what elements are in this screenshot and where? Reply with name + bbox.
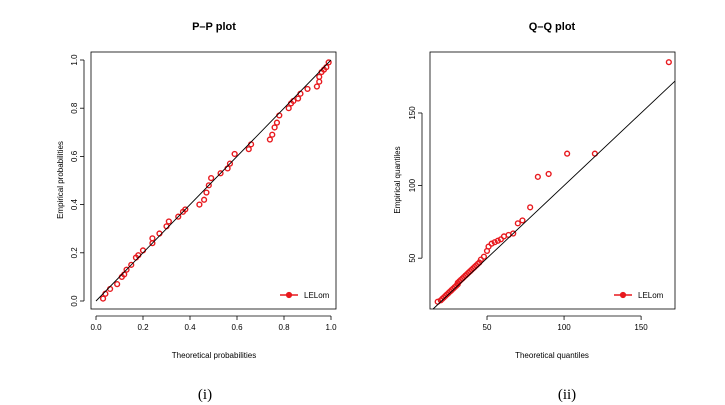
qq-data-point xyxy=(510,230,517,237)
pp-x-tick-label: 0.0 xyxy=(90,323,102,332)
pp-data-point xyxy=(203,189,210,196)
pp-data-point xyxy=(248,141,255,148)
qq-data-point xyxy=(494,237,501,244)
pp-y-tick-label: 0.0 xyxy=(70,295,79,307)
pp-data-point xyxy=(165,218,172,225)
qq-data-point xyxy=(491,239,498,246)
pp-data-point xyxy=(295,95,302,102)
pp-y-tick-label: 1.0 xyxy=(70,54,79,66)
pp-data-point xyxy=(297,90,304,97)
qq-y-tick-label: 150 xyxy=(408,106,417,120)
qq-x-axis-label: Theoretical quantiles xyxy=(515,351,589,360)
qq-data-point xyxy=(527,204,534,211)
pp-x-tick-label: 0.8 xyxy=(278,323,290,332)
pp-data-point xyxy=(224,165,231,172)
pp-data-point xyxy=(99,295,107,302)
pp-data-point xyxy=(163,223,170,230)
qq-caption: (ii) xyxy=(558,387,576,403)
pp-data-point xyxy=(114,281,121,288)
qq-y-tick-label: 50 xyxy=(408,253,417,262)
pp-data-point xyxy=(285,105,292,112)
pp-data-point xyxy=(156,230,163,237)
pp-data-point xyxy=(245,146,252,153)
pp-data-point xyxy=(123,266,130,273)
qq-data-point xyxy=(545,170,552,178)
pp-data-point xyxy=(149,235,156,242)
qq-legend-marker xyxy=(619,291,627,299)
qq-legend-label: LELom xyxy=(638,291,664,300)
qq-data-point xyxy=(488,240,495,247)
pp-data-point xyxy=(273,119,281,126)
pp-x-axis-label: Theoretical probabilities xyxy=(172,351,257,360)
qq-y-axis-label: Empirical quantiles xyxy=(393,146,402,213)
qq-x-tick-label: 50 xyxy=(483,323,492,332)
pp-caption: (i) xyxy=(198,387,212,403)
qq-data-points xyxy=(434,59,672,305)
pp-y-tick-label: 0.6 xyxy=(70,150,79,162)
pp-data-point xyxy=(102,290,109,297)
qq-data-point xyxy=(514,220,521,227)
qq-data-point xyxy=(665,59,672,66)
qq-plot-frame xyxy=(429,51,676,310)
pp-data-point xyxy=(128,261,135,268)
qq-plot-panel: Q–Q plot Theoretical quantiles Empirical… xyxy=(393,21,676,403)
qq-axis-ticks: 50 100 150 50 100 150 xyxy=(408,106,648,332)
qq-legend: LELom xyxy=(614,291,664,300)
pp-data-point xyxy=(316,73,323,80)
pp-data-point xyxy=(182,206,189,213)
pp-x-tick-label: 0.6 xyxy=(231,323,243,332)
qq-x-tick-label: 150 xyxy=(634,323,648,332)
pp-data-point xyxy=(175,213,182,220)
pp-legend-label: LELom xyxy=(304,291,330,300)
qq-data-point xyxy=(480,253,488,260)
pp-data-point xyxy=(271,124,278,131)
pp-data-point xyxy=(205,182,212,189)
pp-legend: LELom xyxy=(280,291,330,300)
qq-y-tick-label: 100 xyxy=(408,178,417,192)
pp-data-point xyxy=(276,112,283,119)
pp-data-point xyxy=(106,285,114,293)
pp-data-point xyxy=(269,131,276,138)
pp-y-axis-label: Empirical probabilities xyxy=(56,141,65,219)
pp-data-point xyxy=(231,150,238,158)
qq-data-point xyxy=(564,150,571,157)
pp-x-tick-label: 1.0 xyxy=(325,323,337,332)
qq-data-point xyxy=(534,173,541,180)
pp-plot-frame xyxy=(90,51,337,310)
qq-reference-line xyxy=(432,80,676,310)
pp-data-point xyxy=(316,78,323,85)
pp-data-point xyxy=(196,201,203,208)
pp-data-point xyxy=(201,196,208,203)
pp-data-point xyxy=(217,170,224,177)
pp-data-point xyxy=(208,174,215,182)
pp-y-tick-label: 0.4 xyxy=(70,198,79,210)
pp-y-tick-label: 0.8 xyxy=(70,102,79,114)
qq-plot-title: Q–Q plot xyxy=(529,21,576,33)
pp-data-point xyxy=(304,85,311,93)
pp-data-point xyxy=(226,160,234,167)
pp-y-tick-label: 0.2 xyxy=(70,247,79,259)
pp-data-points xyxy=(99,59,332,302)
pp-x-tick-label: 0.2 xyxy=(137,323,149,332)
pp-data-point xyxy=(266,136,274,143)
qq-x-tick-label: 100 xyxy=(557,323,571,332)
pp-reference-line xyxy=(95,59,332,302)
pp-data-point xyxy=(325,59,332,66)
pp-plot-title: P–P plot xyxy=(192,21,236,33)
pp-axis-ticks: 0.0 0.2 0.4 0.6 0.8 1.0 0.0 0.2 0.4 0.6 0.8 1.0 xyxy=(70,54,337,332)
pp-data-point xyxy=(139,247,147,254)
pp-x-tick-label: 0.4 xyxy=(184,323,196,332)
pp-legend-marker xyxy=(285,291,293,299)
pp-plot-panel: P–P plot Theoretical probabilities Empir… xyxy=(56,21,337,403)
pp-data-point xyxy=(313,83,321,90)
qq-data-point xyxy=(519,217,526,224)
